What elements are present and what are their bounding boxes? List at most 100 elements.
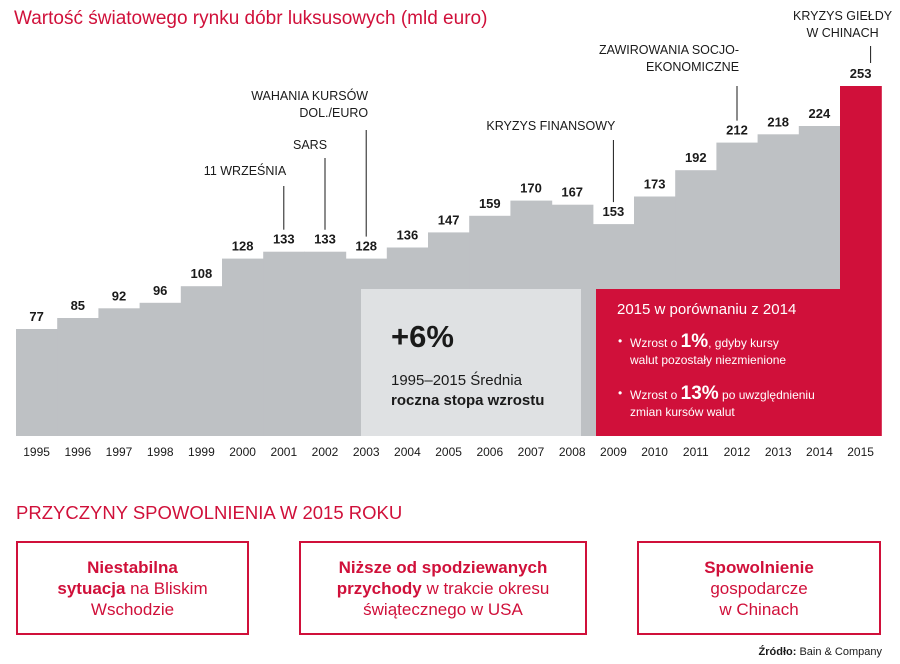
x-tick-2008: 2008	[559, 445, 586, 459]
x-tick-2012: 2012	[724, 445, 751, 459]
x-tick-2015: 2015	[847, 445, 874, 459]
annotation-2002: SARS	[293, 137, 327, 154]
annotation-2002-line: SARS	[293, 138, 328, 152]
average-growth-line2: roczna stopa wzrostu	[391, 392, 545, 409]
value-label-2005: 147	[438, 212, 460, 227]
reason-3-bold-line1: Spowolnienie	[704, 557, 814, 577]
comparison-box: 2015 w porównaniu z 2014 • Wzrost o 1%, …	[596, 289, 840, 436]
value-label-2008: 167	[561, 185, 583, 200]
comparison-item-2: • Wzrost o 13% po uwzględnieniu zmian ku…	[618, 383, 833, 421]
x-tick-1996: 1996	[64, 445, 91, 459]
source-note: Źródło: Bain & Company	[759, 646, 883, 658]
bar-1996	[57, 318, 99, 436]
value-label-2009: 153	[603, 204, 625, 219]
annotation-2015: KRYZYS GIEŁDY W CHINACH	[793, 8, 892, 42]
source-value: Bain & Company	[796, 646, 882, 658]
x-tick-1995: 1995	[23, 445, 50, 459]
annotation-2012-line: ZAWIROWANIA SOCJO-	[599, 43, 740, 57]
value-label-2007: 170	[520, 181, 542, 196]
annotation-2003: WAHANIA KURSÓW DOL./EURO	[251, 88, 368, 122]
average-growth-value: +6%	[391, 319, 454, 354]
x-tick-1999: 1999	[188, 445, 215, 459]
value-label-2004: 136	[397, 228, 419, 243]
x-tick-2014: 2014	[806, 445, 833, 459]
x-tick-2013: 2013	[765, 445, 792, 459]
reason-1-bold-line1: Niestabilna	[87, 557, 178, 577]
annotation-2009: KRYZYS FINANSOWY	[486, 118, 615, 135]
reason-2-bold-line1: Niższe od spodziewanych	[338, 557, 548, 577]
value-label-1999: 108	[191, 266, 213, 281]
value-label-2001: 133	[273, 232, 295, 247]
annotation-2001: 11 WRZEŚNIA	[204, 163, 286, 180]
comparison-item-1: • Wzrost o 1%, gdyby kursy walut pozosta…	[618, 331, 833, 369]
value-label-2015: 253	[850, 66, 872, 81]
bar-2002	[304, 251, 347, 436]
value-label-2012: 212	[726, 123, 748, 138]
x-tick-2000: 2000	[229, 445, 256, 459]
average-growth-description: 1995–2015 Średnia roczna stopa wzrostu	[391, 371, 571, 411]
value-label-2002: 133	[314, 232, 336, 247]
x-tick-2011: 2011	[683, 445, 709, 459]
average-growth-box: +6% 1995–2015 Średnia roczna stopa wzros…	[361, 289, 581, 436]
comparison-item-2-suffix: po uwzględnieniu	[718, 388, 815, 402]
value-label-2006: 159	[479, 196, 501, 211]
comparison-item-1-line2: walut pozostały niezmienione	[630, 353, 787, 367]
bullet-icon: •	[618, 386, 623, 400]
x-tick-1998: 1998	[147, 445, 174, 459]
reason-1-rest-line2: na Bliskim	[125, 578, 208, 598]
value-label-1997: 92	[112, 288, 126, 303]
annotation-2012-line: EKONOMICZNE	[645, 60, 740, 74]
x-tick-2009: 2009	[600, 445, 627, 459]
reason-2-rest-line2: w trakcie okresu	[421, 578, 550, 598]
annotation-2012: ZAWIROWANIA SOCJO- EKONOMICZNE	[599, 42, 739, 76]
annotation-2009-line: KRYZYS FINANSOWY	[486, 119, 616, 133]
bar-2000	[222, 258, 264, 436]
average-growth-line1: 1995–2015 Średnia	[391, 372, 522, 389]
source-label: Źródło:	[758, 646, 797, 658]
reason-card-middle-east: Niestabilna sytuacja na Bliskim Wschodzi…	[16, 541, 249, 635]
value-label-2003: 128	[355, 239, 377, 254]
bar-1998	[139, 302, 182, 436]
reason-1-bold-line2: sytuacja	[57, 578, 126, 598]
annotation-2003-line: DOL./EURO	[299, 106, 369, 120]
bar-1999	[180, 286, 223, 436]
value-label-1998: 96	[153, 283, 167, 298]
reason-1-line3: Wschodzie	[90, 599, 175, 619]
comparison-item-2-value: 13%	[680, 383, 719, 404]
reason-3-line2: gospodarcze	[710, 578, 808, 598]
annotation-2015-line: W CHINACH	[806, 26, 879, 40]
comparison-item-1-value: 1%	[680, 331, 709, 352]
value-label-1996: 85	[71, 298, 85, 313]
annotation-2001-line: 11 WRZEŚNIA	[203, 164, 287, 178]
reason-3-line3: w Chinach	[719, 599, 799, 619]
x-tick-2004: 2004	[394, 445, 421, 459]
bar-1995	[16, 329, 58, 436]
comparison-item-2-prefix: Wzrost o	[630, 388, 681, 402]
value-label-2013: 218	[767, 114, 789, 129]
chart-title: Wartość światowego rynku dóbr luksusowyc…	[14, 8, 488, 29]
bar-2001	[263, 251, 305, 436]
bar-2015	[840, 86, 882, 436]
reasons-title: PRZYCZYNY SPOWOLNIENIA W 2015 ROKU	[16, 502, 403, 523]
x-tick-2003: 2003	[353, 445, 380, 459]
value-label-2014: 224	[809, 106, 831, 121]
value-label-2000: 128	[232, 239, 254, 254]
reason-card-china: Spowolnienie gospodarcze w Chinach	[637, 541, 881, 635]
annotation-2003-line: WAHANIA KURSÓW	[251, 89, 369, 103]
comparison-item-2-line2: zmian kursów walut	[630, 405, 735, 419]
comparison-item-1-suffix: , gdyby kursy	[708, 336, 779, 350]
x-tick-2002: 2002	[312, 445, 339, 459]
x-tick-1997: 1997	[106, 445, 133, 459]
reason-card-usa-holiday: Niższe od spodziewanych przychody w trak…	[299, 541, 587, 635]
reason-2-line3: świątecznego w USA	[363, 599, 523, 619]
x-tick-2005: 2005	[435, 445, 462, 459]
value-label-2010: 173	[644, 177, 666, 192]
x-tick-2007: 2007	[518, 445, 545, 459]
x-tick-2001: 2001	[270, 445, 297, 459]
reason-2-bold-line2: przychody	[336, 578, 422, 598]
x-tick-2010: 2010	[641, 445, 668, 459]
x-tick-2006: 2006	[476, 445, 503, 459]
bar-1997	[98, 308, 141, 436]
comparison-title: 2015 w porównaniu z 2014	[617, 301, 797, 318]
value-label-1995: 77	[29, 309, 43, 324]
